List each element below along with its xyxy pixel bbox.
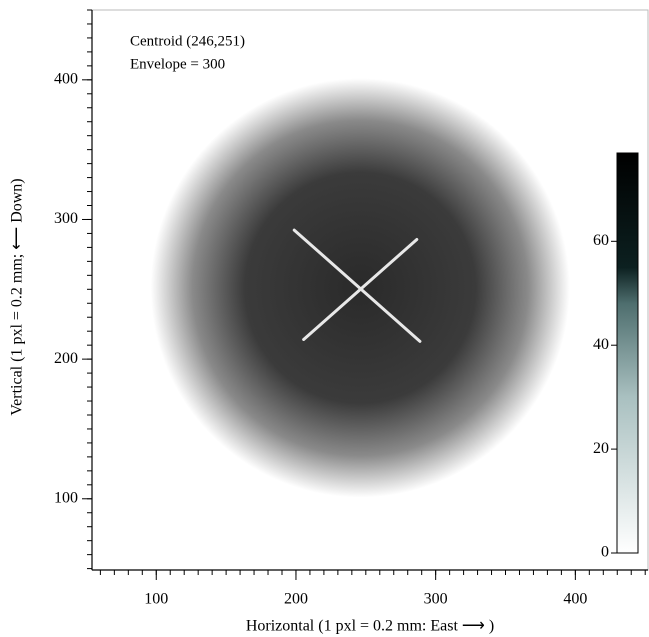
colorbar-tick-label: 40 <box>593 336 609 353</box>
y-tick-label: 300 <box>54 210 78 227</box>
y-tick-label: 200 <box>54 350 78 367</box>
colorbar-tick-label: 0 <box>601 544 609 561</box>
x-tick-label: 100 <box>144 591 168 608</box>
y-axis-label: Vertical (1 pxl = 0.2 mm; ⟵ Down) <box>9 178 26 415</box>
x-tick-label: 300 <box>424 591 448 608</box>
crosshair <box>292 228 422 343</box>
plot-area <box>150 78 570 498</box>
x-tick-label: 400 <box>563 591 587 608</box>
y-tick-label: 400 <box>54 70 78 87</box>
colorbar-tick-label: 60 <box>593 232 609 249</box>
colorbar <box>616 152 639 554</box>
colorbar-tick-label: 20 <box>593 440 609 457</box>
annotation: Centroid (246,251) <box>130 33 245 49</box>
y-tick-label: 100 <box>54 489 78 506</box>
crosshair <box>302 237 419 341</box>
annotation: Envelope = 300 <box>130 56 225 72</box>
x-axis-label: Horizontal (1 pxl = 0.2 mm: East ⟶ ) <box>246 618 494 635</box>
x-tick-label: 200 <box>284 591 308 608</box>
